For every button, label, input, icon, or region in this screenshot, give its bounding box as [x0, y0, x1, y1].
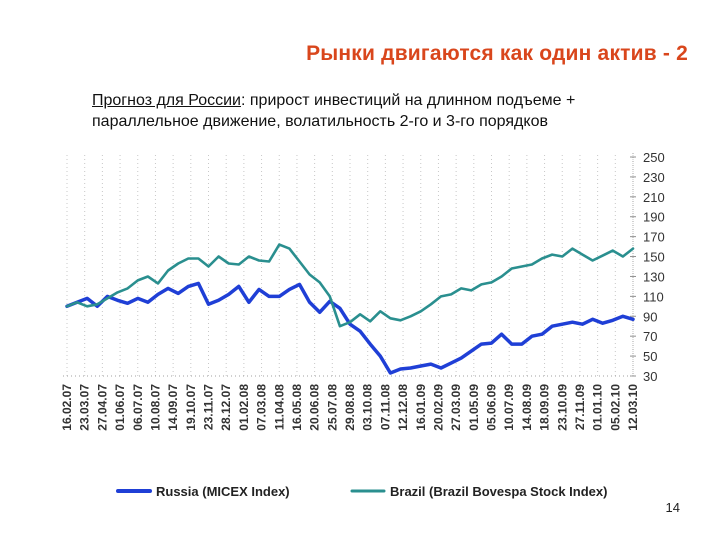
y-tick-label: 210	[643, 190, 665, 205]
x-tick-label: 23.11.07	[202, 384, 216, 430]
x-tick-label: 16.02.07	[60, 384, 74, 431]
y-tick-label: 70	[643, 329, 657, 344]
y-tick-label: 150	[643, 250, 665, 265]
series-line-brazil	[65, 243, 635, 328]
x-tick-label: 16.01.09	[414, 384, 428, 431]
x-tick-label: 01.01.10	[591, 384, 605, 431]
x-tick-label: 05.02.10	[608, 384, 622, 431]
x-tick-label: 10.08.07	[148, 384, 162, 431]
x-tick-label: 18.09.09	[538, 384, 552, 431]
series-line-russia	[65, 281, 635, 375]
legend: Russia (MICEX Index) Brazil (Brazil Boves…	[116, 484, 607, 499]
y-tick-label: 90	[643, 309, 657, 324]
x-tick-label: 27.11.09	[573, 384, 587, 430]
x-tick-label: 27.04.07	[95, 384, 109, 431]
y-tick-label: 250	[643, 150, 665, 165]
x-tick-label: 05.06.09	[485, 384, 499, 431]
legend-label-brazil: Brazil (Brazil Bovespa Stock Index)	[390, 484, 607, 499]
series-layer	[65, 243, 635, 375]
slide-subtitle: Прогноз для России: прирост инвестиций н…	[92, 90, 652, 132]
x-tick-label: 03.10.08	[361, 384, 375, 431]
y-tick-label: 170	[643, 230, 665, 245]
legend-label-russia: Russia (MICEX Index)	[156, 484, 290, 499]
page-number: 14	[665, 500, 680, 515]
x-tick-label: 12.03.10	[626, 384, 640, 431]
x-tick-label: 27.03.09	[449, 384, 463, 431]
x-tick-label: 20.06.08	[308, 384, 322, 431]
slide-title: Рынки двигаются как один актив - 2	[306, 42, 688, 65]
x-tick-label: 01.05.09	[467, 384, 481, 431]
y-tick-label: 130	[643, 269, 665, 284]
x-tick-label: 23.10.09	[555, 384, 569, 431]
x-tick-label: 23.03.07	[78, 384, 92, 431]
x-tick-label: 01.02.08	[237, 384, 251, 431]
y-tick-label: 110	[643, 289, 664, 304]
subtitle-underlined: Прогноз для России	[92, 92, 241, 109]
x-tick-label: 16.05.08	[290, 384, 304, 431]
x-tick-label: 19.10.07	[184, 384, 198, 431]
x-tick-label: 06.07.07	[131, 384, 145, 431]
x-tick-label: 25.07.08	[325, 384, 339, 431]
x-tick-label: 20.02.09	[431, 384, 445, 431]
y-tick-label: 190	[643, 210, 665, 225]
x-tick-label: 29.08.08	[343, 384, 357, 431]
x-tick-label: 11.04.08	[272, 384, 286, 430]
x-tick-label: 07.03.08	[255, 384, 269, 431]
x-tick-label: 28.12.07	[219, 384, 233, 431]
x-tick-label: 01.06.07	[113, 384, 127, 431]
x-tick-label: 14.09.07	[166, 384, 180, 431]
y-tick-label: 50	[643, 349, 657, 364]
y-axis: 250 230 210 190 170 150 130 110 90 70 50 30	[630, 150, 665, 384]
x-tick-label: 10.07.09	[502, 384, 516, 431]
y-tick-label: 230	[643, 170, 665, 185]
y-tick-label: 30	[643, 369, 657, 384]
subtitle-rest: : прирост инвестиций на длинном подъеме …	[92, 92, 576, 130]
chart-grid	[66, 155, 634, 376]
x-axis: 16.02.07 23.03.07 27.04.07 01.06.07 06.07.07…	[60, 375, 640, 431]
x-tick-label: 12.12.08	[396, 384, 410, 431]
x-tick-label: 07.11.08	[378, 384, 392, 430]
x-tick-label: 14.08.09	[520, 384, 534, 431]
